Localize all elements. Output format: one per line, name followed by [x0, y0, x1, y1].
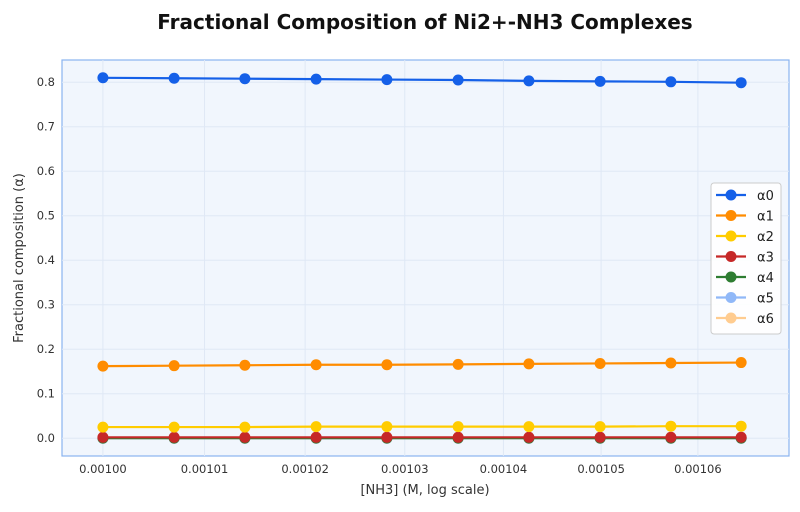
y-tick-label: 0.2 [37, 342, 55, 356]
data-point-α1 [97, 360, 109, 372]
data-point-α2 [523, 421, 535, 433]
data-point-α1 [168, 360, 180, 372]
legend-marker-α4 [725, 271, 737, 283]
legend: α0 α1 α2 α3 α4 α5 α6 [710, 182, 782, 335]
data-point-α0 [665, 76, 677, 88]
series-line-α0 [102, 76, 742, 84]
y-tick-label: 0.3 [37, 298, 55, 312]
data-point-α2 [310, 421, 322, 433]
series-line-α2 [102, 425, 742, 429]
y-tick-label: 0.7 [37, 120, 55, 134]
x-tick-label: 0.00105 [577, 462, 625, 476]
data-point-α3 [735, 431, 747, 443]
y-tick-label: 0.6 [37, 164, 55, 178]
legend-label-α0: α0 [757, 189, 774, 204]
data-point-α0 [381, 74, 393, 86]
data-point-α0 [594, 75, 606, 87]
x-tick-label: 0.00103 [381, 462, 429, 476]
data-point-α1 [523, 358, 535, 370]
legend-marker-α3 [725, 251, 737, 262]
data-point-α3 [168, 431, 180, 443]
data-point-α3 [594, 431, 606, 443]
x-tick-label: 0.00101 [181, 462, 229, 476]
data-point-α2 [665, 420, 677, 432]
legend-marker-α2 [725, 230, 737, 242]
y-axis-label: Fractional composition (α) [12, 173, 27, 343]
data-point-α2 [735, 420, 747, 432]
data-point-α2 [452, 421, 464, 433]
data-point-α3 [310, 431, 322, 443]
data-point-α1 [665, 357, 677, 369]
data-point-α0 [310, 73, 322, 85]
x-tick-label: 0.00104 [480, 462, 528, 476]
data-point-α0 [239, 73, 251, 85]
y-tick-label: 0.1 [37, 387, 55, 401]
data-point-α2 [168, 421, 180, 433]
y-tick-label: 0.0 [37, 431, 55, 445]
data-point-α2 [381, 421, 393, 433]
data-point-α3 [381, 431, 393, 443]
legend-label-α2: α2 [757, 230, 774, 245]
data-point-α1 [381, 359, 393, 371]
data-point-α0 [523, 75, 535, 87]
data-point-α0 [452, 74, 464, 86]
chart-title: Fractional Composition of Ni2+-NH3 Compl… [157, 10, 692, 34]
data-point-α2 [594, 421, 606, 433]
legend-marker-α0 [725, 189, 737, 201]
legend-label-α1: α1 [757, 210, 774, 225]
data-point-α1 [735, 357, 747, 369]
data-point-α3 [665, 431, 677, 443]
data-point-α1 [239, 359, 251, 371]
data-point-α3 [239, 431, 251, 443]
legend-marker-α5 [725, 292, 737, 303]
x-tick-label: 0.00100 [79, 462, 127, 476]
data-point-α3 [523, 431, 535, 443]
legend-label-α6: α6 [757, 312, 774, 327]
y-tick-label: 0.4 [37, 253, 55, 267]
legend-label-α4: α4 [757, 271, 774, 286]
data-point-α3 [452, 431, 464, 443]
plot-area [61, 59, 790, 457]
data-point-α0 [97, 72, 109, 84]
data-point-α1 [594, 357, 606, 369]
legend-label-α3: α3 [757, 251, 774, 266]
x-tick-label: 0.00106 [674, 462, 722, 476]
legend-marker-α6 [725, 312, 737, 324]
data-point-α1 [452, 358, 464, 370]
data-point-α2 [97, 421, 109, 433]
y-tick-label: 0.8 [37, 75, 55, 89]
legend-label-α5: α5 [757, 292, 774, 307]
data-point-α0 [735, 77, 747, 89]
legend-marker-α1 [725, 210, 737, 221]
data-point-α0 [168, 72, 180, 84]
y-tick-label: 0.5 [37, 209, 55, 223]
x-tick-label: 0.00102 [281, 462, 329, 476]
data-point-α1 [310, 359, 322, 371]
series-line-α1 [102, 361, 742, 368]
data-point-α3 [97, 431, 109, 443]
data-point-α2 [239, 421, 251, 433]
x-axis-label: [NH3] (M, log scale) [360, 483, 489, 498]
